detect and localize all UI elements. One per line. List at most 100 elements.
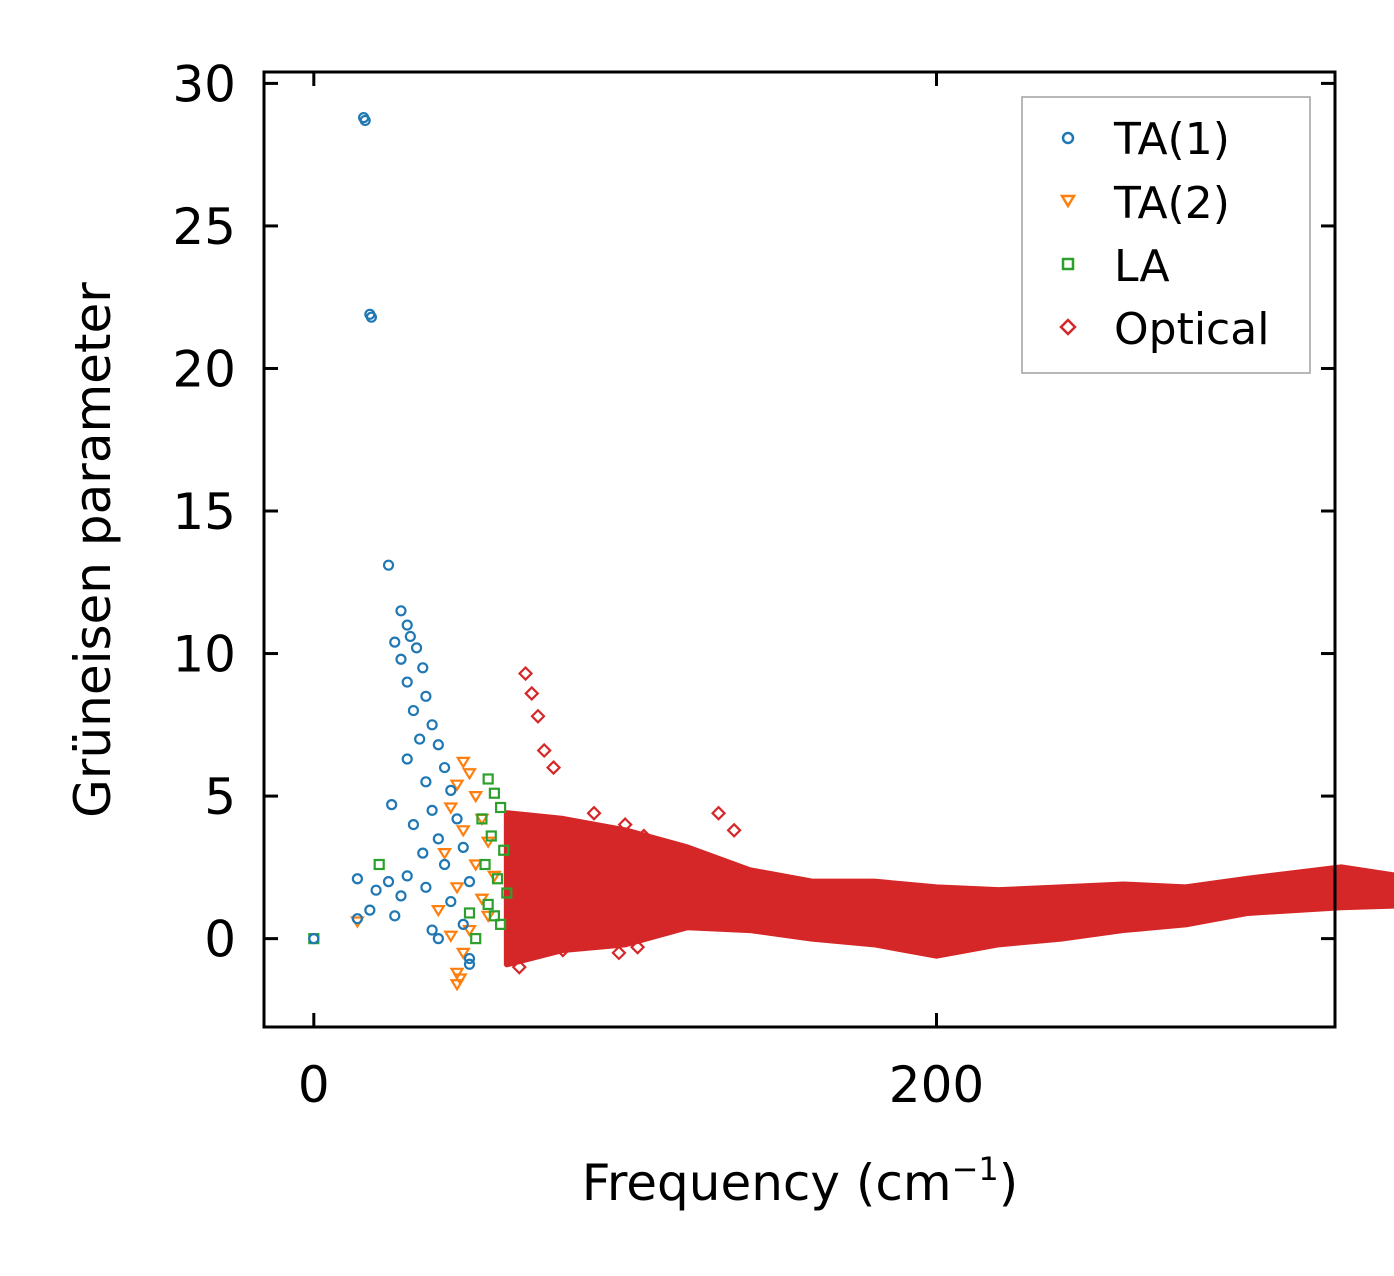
la-point (463, 907, 476, 919)
ta-1--point (414, 733, 426, 745)
ta-1--point (401, 676, 413, 688)
ta-1--point (426, 804, 438, 816)
ta-2--point (462, 924, 477, 938)
la-point (482, 898, 494, 911)
ta-1--point (365, 311, 378, 323)
optical-point-cloud (503, 810, 1394, 968)
la-point (482, 773, 494, 785)
optical-point (617, 817, 633, 833)
y-tick-label: 10 (172, 626, 236, 684)
ta-2--point (449, 882, 465, 895)
ta-1--point (404, 630, 416, 643)
ta-2--point (480, 836, 496, 849)
ticks-layer: 0200400600051015202530 (172, 55, 1335, 1114)
optical-point (524, 685, 540, 702)
la-point (495, 801, 507, 814)
la-point (485, 830, 497, 842)
optical-point (517, 665, 534, 682)
plot-frame (262, 70, 1337, 1029)
ta-1--point (401, 753, 413, 765)
la-point (373, 858, 385, 871)
ta-2--point (449, 979, 465, 992)
ta-1--point (401, 870, 413, 882)
series-ta-1- (308, 112, 476, 970)
ta-1--point (389, 910, 401, 922)
ta-2--point (468, 790, 484, 804)
ta-1--point (410, 642, 423, 654)
x-axis-title: Frequency (cm−1) (582, 1150, 1019, 1212)
y-tick-label: 25 (172, 198, 236, 256)
ta-2--point (455, 947, 471, 960)
ta-2--point (449, 967, 465, 980)
ta-1--point (382, 876, 395, 888)
ta-1--point (401, 619, 413, 631)
ta-1--point (359, 114, 371, 127)
ta-2--point (443, 802, 459, 815)
y-tick-label: 20 (172, 340, 236, 398)
legend-label-la: LA (1114, 241, 1170, 292)
legend-marker-la (1061, 257, 1075, 271)
ta-1--point (407, 818, 420, 831)
ta-1--point (457, 918, 469, 930)
ta-2--point (455, 756, 471, 769)
legend: TA(1) TA(2) LA Optical (1021, 96, 1311, 374)
optical-point (536, 742, 552, 759)
ta-1--point (420, 690, 432, 702)
la-point (488, 910, 500, 922)
y-tick-label: 0 (204, 911, 236, 969)
data-layer (308, 112, 1394, 992)
ta-1--point (395, 653, 407, 665)
x-tick-label: 0 (298, 1056, 330, 1114)
optical-point (726, 822, 742, 838)
ta-1--point (420, 881, 432, 893)
y-tick-label: 5 (204, 768, 236, 826)
optical-point (530, 708, 546, 724)
ta-2--point (437, 848, 453, 861)
x-axis-title-superscript: −1 (952, 1150, 999, 1188)
ta-2--point (468, 859, 484, 872)
optical-point (611, 945, 627, 961)
la-point (495, 918, 507, 930)
la-point (488, 787, 500, 799)
ta-1--point (463, 952, 476, 965)
ta-1--point (389, 636, 401, 648)
ta-1--point (417, 662, 429, 674)
la-point (470, 933, 482, 945)
ta-1--point (426, 719, 438, 731)
ta-2--point (486, 870, 502, 884)
ta-1--point (395, 890, 407, 902)
ta-1--point (457, 841, 469, 854)
y-tick-label: 15 (172, 483, 236, 541)
optical-point (679, 856, 695, 873)
ta-1--point (386, 799, 398, 811)
optical-point (511, 959, 527, 975)
ta-2--point (443, 930, 459, 943)
optical-point (630, 939, 646, 955)
ta-1--point (438, 858, 451, 871)
ta-1--point (432, 933, 444, 945)
la-point (501, 887, 513, 899)
legend-marker-optical (1059, 318, 1077, 336)
ta-1--point (426, 924, 438, 936)
legend-marker-ta1 (1061, 131, 1075, 145)
x-axis-title-main: Frequency (cm (582, 1154, 952, 1212)
optical-point (710, 805, 727, 821)
optical-point (545, 760, 562, 776)
ta-2--point (449, 779, 465, 792)
optical-point (586, 805, 602, 821)
ta-2--point (452, 973, 468, 986)
series-la (308, 773, 513, 945)
ta-1--point (407, 704, 420, 717)
series-optical (503, 665, 1394, 975)
ta-2--point (455, 825, 471, 838)
la-point (476, 813, 488, 825)
ta-1--point (432, 833, 444, 845)
optical-point (555, 942, 571, 958)
x-axis-title-close: ) (999, 1154, 1019, 1212)
ta-1--point (432, 739, 444, 751)
ta-1--point (364, 904, 376, 916)
legend-label-optical: Optical (1114, 304, 1269, 355)
ta-2--point (462, 768, 477, 781)
ta-1--point (308, 933, 320, 945)
ta-1--point (451, 813, 463, 825)
